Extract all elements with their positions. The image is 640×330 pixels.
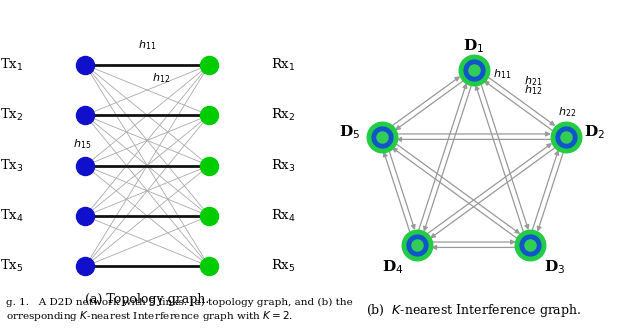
Text: (a) Topology graph.: (a) Topology graph. [85, 293, 209, 306]
Text: D$_4$: D$_4$ [382, 258, 403, 276]
Text: D$_3$: D$_3$ [544, 258, 565, 276]
Text: Tx$_2$: Tx$_2$ [0, 107, 23, 123]
Text: D$_1$: D$_1$ [463, 37, 484, 54]
Text: Rx$_5$: Rx$_5$ [271, 258, 296, 275]
Text: Rx$_3$: Rx$_3$ [271, 157, 296, 174]
Text: $h_{11}$: $h_{11}$ [138, 38, 156, 51]
Text: $h_{15}$: $h_{15}$ [74, 137, 92, 151]
Text: Rx$_1$: Rx$_1$ [271, 57, 296, 73]
Text: $h_{21}$: $h_{21}$ [524, 74, 543, 88]
Text: (b)  $K$-nearest Interference graph.: (b) $K$-nearest Interference graph. [366, 302, 581, 319]
Text: D$_5$: D$_5$ [339, 123, 360, 141]
Text: Tx$_1$: Tx$_1$ [0, 57, 23, 73]
Text: Tx$_5$: Tx$_5$ [0, 258, 23, 275]
Text: $h_{12}$: $h_{12}$ [524, 83, 543, 97]
Text: $h_{11}$: $h_{11}$ [493, 68, 511, 82]
Text: Tx$_3$: Tx$_3$ [0, 157, 23, 174]
Text: $h_{22}$: $h_{22}$ [558, 105, 577, 119]
Text: Rx$_4$: Rx$_4$ [271, 208, 296, 224]
Text: Tx$_4$: Tx$_4$ [0, 208, 23, 224]
Text: g. 1.   A D2D network with 5 links. (a) topology graph, and (b) the
orresponding: g. 1. A D2D network with 5 links. (a) to… [6, 298, 353, 323]
Text: $h_{12}$: $h_{12}$ [152, 71, 170, 85]
Text: D$_2$: D$_2$ [584, 123, 605, 141]
Text: Rx$_2$: Rx$_2$ [271, 107, 296, 123]
